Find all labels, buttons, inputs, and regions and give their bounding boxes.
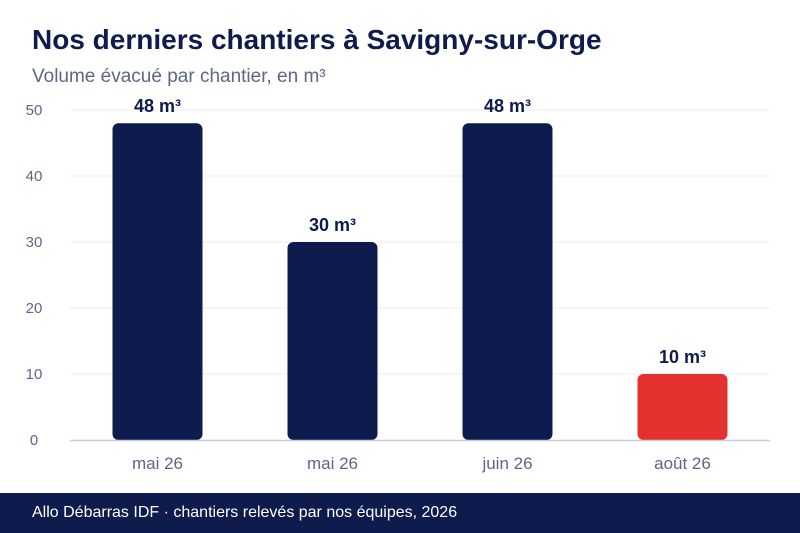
- x-tick-label: mai 26: [307, 454, 358, 473]
- chart-title: Nos derniers chantiers à Savigny-sur-Org…: [32, 24, 602, 55]
- y-tick-label: 0: [30, 432, 38, 449]
- data-label: 48 m³: [134, 96, 181, 116]
- y-tick-label: 50: [26, 102, 43, 119]
- footer-bar: Allo Débarras IDF · chantiers relevés pa…: [0, 493, 800, 533]
- y-tick-label: 10: [26, 366, 43, 383]
- data-label: 48 m³: [484, 96, 531, 116]
- bar: [637, 374, 728, 440]
- y-tick-label: 40: [26, 168, 43, 185]
- chart-subtitle: Volume évacué par chantier, en m³: [32, 66, 326, 87]
- x-tick-label: mai 26: [132, 454, 183, 473]
- data-label: 10 m³: [659, 347, 706, 367]
- x-tick-label: juin 26: [481, 454, 532, 473]
- y-tick-label: 20: [26, 300, 43, 317]
- bar: [462, 123, 553, 440]
- bar: [112, 123, 203, 440]
- bar: [287, 242, 378, 440]
- x-tick-label: août 26: [654, 454, 711, 473]
- footer-source: Allo Débarras IDF · chantiers relevés pa…: [32, 504, 458, 521]
- data-label: 30 m³: [309, 215, 356, 235]
- y-tick-label: 30: [26, 234, 43, 251]
